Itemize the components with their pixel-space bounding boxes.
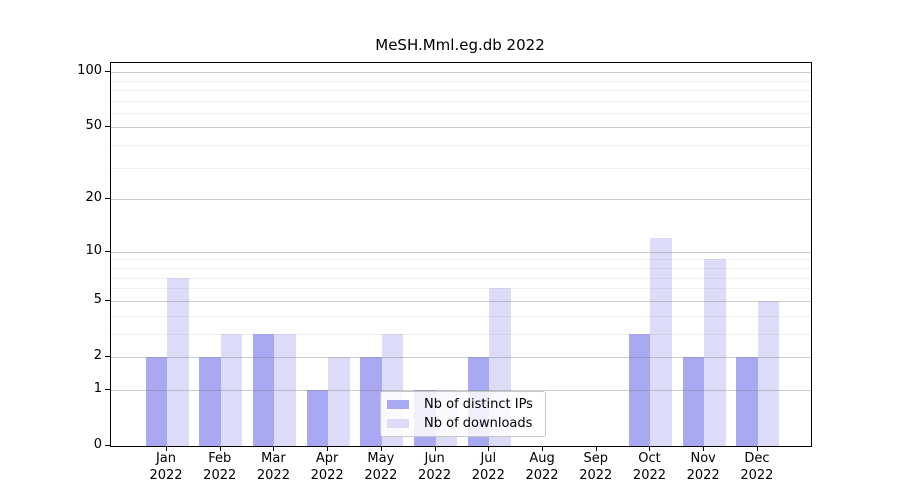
x-tick-mark-5 [434, 446, 436, 451]
gridline-80 [111, 89, 811, 91]
legend-label-downloads: Nb of downloads [424, 416, 533, 431]
x-tick-mark-11 [756, 446, 758, 451]
bar-distinct-ips-11 [736, 357, 758, 446]
y-tick-label-10: 10 [85, 242, 102, 258]
x-tick-label-0: Jan 2022 [149, 451, 183, 483]
y-tick-label-50: 50 [85, 118, 102, 134]
y-tick-mark-1 [105, 388, 110, 390]
x-tick-label-11: Dec 2022 [740, 451, 774, 483]
gridline-50 [111, 127, 811, 129]
y-tick-mark-10 [105, 250, 110, 252]
x-tick-label-5: Jun 2022 [418, 451, 452, 483]
y-tick-label-20: 20 [85, 190, 102, 206]
bar-distinct-ips-0 [145, 357, 167, 446]
gridline-70 [111, 100, 811, 102]
legend-swatch-distinct-ips [387, 400, 409, 409]
x-tick-label-9: Oct 2022 [632, 451, 667, 483]
bar-downloads-2 [274, 333, 296, 446]
y-tick-label-2: 2 [93, 347, 102, 363]
gridline-40 [111, 145, 811, 147]
bar-downloads-10 [704, 259, 726, 446]
x-tick-mark-3 [327, 446, 329, 451]
gridline-30 [111, 167, 811, 169]
bar-distinct-ips-3 [306, 389, 329, 446]
bar-distinct-ips-4 [360, 357, 382, 446]
y-tick-mark-20 [105, 198, 110, 200]
bar-downloads-0 [167, 277, 189, 446]
x-tick-label-3: Apr 2022 [310, 451, 344, 483]
x-tick-mark-6 [488, 446, 490, 451]
x-tick-label-1: Feb 2022 [203, 451, 237, 483]
x-tick-mark-1 [219, 446, 221, 451]
x-tick-mark-9 [649, 446, 651, 451]
bar-distinct-ips-10 [682, 357, 705, 446]
y-tick-mark-50 [105, 126, 110, 128]
bar-downloads-3 [328, 357, 350, 446]
y-tick-mark-0 [105, 445, 110, 446]
x-tick-mark-2 [273, 446, 275, 451]
x-tick-mark-7 [542, 446, 544, 451]
x-tick-mark-0 [166, 446, 167, 451]
y-tick-label-0: 0 [93, 437, 102, 452]
x-tick-label-8: Sep 2022 [579, 451, 613, 483]
x-tick-label-10: Nov 2022 [686, 451, 720, 483]
y-tick-mark-5 [105, 299, 110, 301]
gridline-100 [111, 72, 811, 74]
gridline-10 [111, 251, 811, 253]
bar-distinct-ips-2 [252, 333, 275, 446]
x-tick-mark-8 [595, 446, 597, 451]
bar-distinct-ips-1 [199, 357, 221, 446]
y-tick-label-5: 5 [93, 291, 102, 307]
x-tick-label-4: May 2022 [364, 451, 398, 483]
gridline-60 [111, 112, 811, 114]
y-tick-mark-100 [105, 71, 110, 73]
plot-area [110, 62, 812, 447]
x-tick-mark-4 [380, 446, 382, 451]
legend: Nb of distinct IPs Nb of downloads [380, 391, 546, 437]
gridline-20 [111, 199, 811, 201]
legend-item-distinct-ips: Nb of distinct IPs [387, 395, 539, 414]
legend-swatch-downloads [387, 419, 409, 428]
legend-item-downloads: Nb of downloads [387, 414, 539, 433]
x-tick-mark-10 [703, 446, 705, 451]
bar-distinct-ips-9 [628, 333, 651, 446]
bar-downloads-9 [650, 238, 672, 446]
legend-label-distinct-ips: Nb of distinct IPs [424, 397, 533, 412]
gridline-90 [111, 80, 811, 82]
x-tick-label-7: Aug 2022 [525, 451, 559, 483]
y-tick-label-1: 1 [93, 380, 102, 396]
y-tick-label-100: 100 [77, 63, 102, 79]
x-tick-label-2: Mar 2022 [256, 451, 290, 483]
y-tick-mark-2 [105, 355, 110, 357]
bar-downloads-1 [220, 333, 243, 446]
bar-downloads-11 [757, 300, 780, 446]
chart-title: MeSH.Mml.eg.db 2022 [375, 36, 545, 54]
x-tick-label-6: Jul 2022 [471, 451, 505, 483]
